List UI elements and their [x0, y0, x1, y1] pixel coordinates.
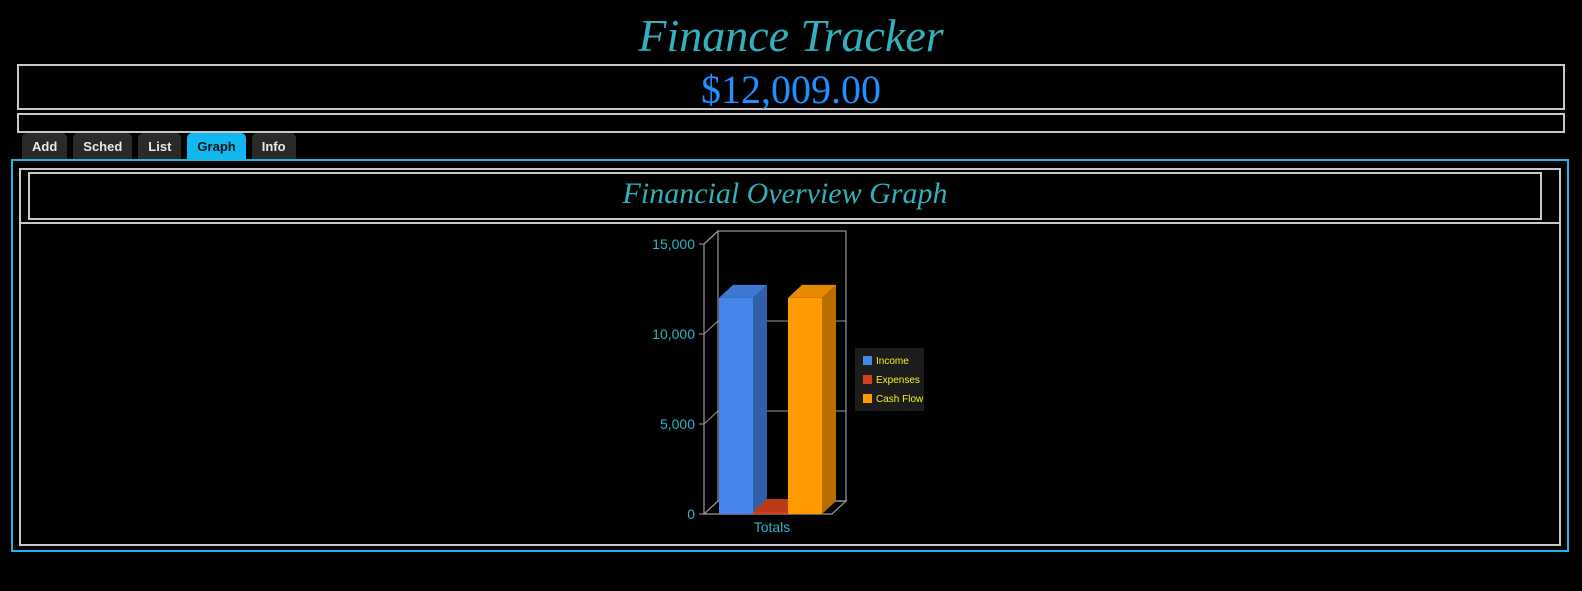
- graph-panel-inner: Financial Overview Graph: [19, 168, 1561, 546]
- legend-label-expenses: Expenses: [876, 375, 920, 386]
- legend-label-cash-flow: Cash Flow: [876, 394, 924, 405]
- x-category-label: Totals: [754, 519, 791, 535]
- gridline-side: [703, 320, 719, 335]
- legend-swatch-cash-flow: [863, 394, 872, 403]
- tab-sched[interactable]: Sched: [73, 133, 133, 159]
- y-tick-label: 15,000: [652, 236, 695, 252]
- tab-info[interactable]: Info: [251, 133, 296, 159]
- bar-income-side: [753, 284, 767, 514]
- bar-cash-flow-top: [788, 284, 836, 298]
- graph-title: Financial Overview Graph: [28, 172, 1542, 220]
- bar-income-top: [719, 284, 767, 298]
- bar-cash-flow-side: [822, 284, 836, 514]
- legend-swatch-expenses: [863, 375, 872, 384]
- gridline-side: [703, 410, 719, 425]
- graph-panel: Financial Overview Graph: [11, 159, 1569, 552]
- balance-display: $12,009.00: [17, 64, 1565, 112]
- legend-label-income: Income: [876, 356, 909, 367]
- tab-bar: Add Sched List Graph Info: [22, 133, 296, 159]
- status-bar: [17, 113, 1565, 133]
- bar-expenses: [753, 512, 787, 514]
- app-title: Finance Tracker: [638, 10, 944, 61]
- balance-value: $12,009.00: [701, 67, 881, 112]
- tab-graph[interactable]: Graph: [187, 133, 246, 159]
- tab-list[interactable]: List: [138, 133, 182, 159]
- bar-income: [719, 297, 753, 514]
- chart-wall-edge: [703, 230, 719, 245]
- y-tick-label: 10,000: [652, 326, 695, 342]
- graph-divider: [21, 222, 1559, 224]
- tab-add[interactable]: Add: [22, 133, 68, 159]
- legend-swatch-income: [863, 356, 872, 365]
- bar-cash-flow: [788, 297, 822, 514]
- y-tick-label: 0: [687, 506, 695, 522]
- y-tick-label: 5,000: [660, 416, 695, 432]
